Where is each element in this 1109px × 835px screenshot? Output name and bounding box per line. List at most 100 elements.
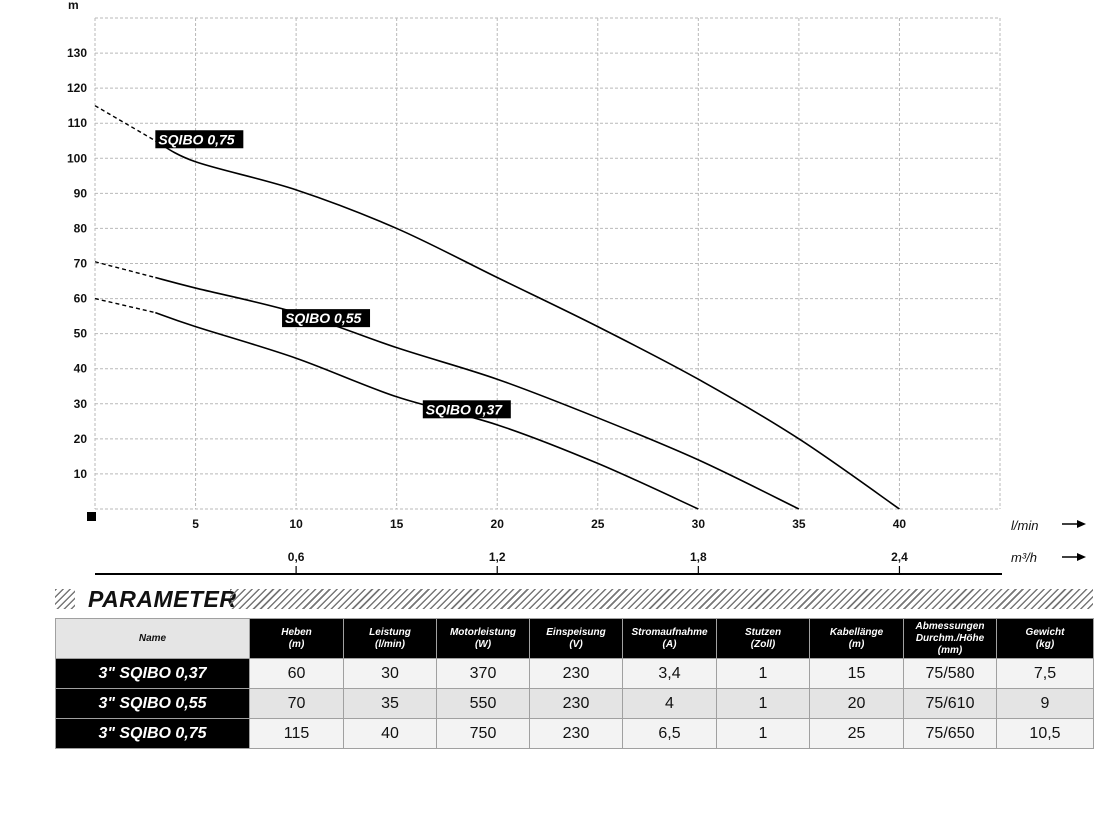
x-tick-label: 40 xyxy=(893,517,907,531)
column-header-text: Kabellänge xyxy=(829,626,884,638)
column-header: Abmessungen Durchm./Höhe (mm) xyxy=(903,618,997,659)
x-secondary-unit-label: m³/h xyxy=(1011,550,1037,565)
table-row: 3" SQIBO 0,75 115 40 750 230 6,5 1 25 75/650 10,5 xyxy=(55,718,1094,749)
table-cell: 1 xyxy=(716,718,810,749)
column-header-text: Heben xyxy=(281,626,312,638)
series-curve-0 xyxy=(154,140,900,510)
table-cell: 9 xyxy=(996,688,1094,719)
column-header-name: Name xyxy=(55,618,250,659)
column-header-text: Gewicht xyxy=(1025,626,1065,638)
x-secondary-tick-label: 0,6 xyxy=(288,550,305,564)
y-tick-label: 130 xyxy=(67,46,87,60)
x-tick-label: 35 xyxy=(792,517,806,531)
column-header-text: (l/min) xyxy=(375,638,405,650)
column-header: Leistung (l/min) xyxy=(343,618,437,659)
y-tick-label: 120 xyxy=(67,81,87,95)
table-cell: 30 xyxy=(343,658,437,689)
chart-axes: m 10 20 30 40 50 60 70 80 90 100 110 120 130 5 10 15 20 25… xyxy=(67,0,1086,575)
column-header-text: (mm) xyxy=(937,644,963,656)
table-cell: 75/610 xyxy=(903,688,997,719)
y-tick-label: 30 xyxy=(74,397,88,411)
x-unit-arrow-head xyxy=(1077,520,1086,528)
hatch-decoration-left xyxy=(55,589,75,609)
y-tick-label: 100 xyxy=(67,151,87,165)
pump-model-name: 3" SQIBO 0,75 xyxy=(55,718,250,749)
x-secondary-unit-arrow-head xyxy=(1077,553,1086,561)
y-tick-label: 80 xyxy=(74,221,88,235)
table-cell: 40 xyxy=(343,718,437,749)
y-tick-label: 10 xyxy=(74,467,88,481)
column-header-text: (kg) xyxy=(1035,638,1055,650)
x-tick-label: 30 xyxy=(692,517,706,531)
table-header-row: Name Heben (m) Leistung (l/min) Motorleistung… xyxy=(55,618,1094,659)
table-cell: 4 xyxy=(622,688,717,719)
column-header-text: (A) xyxy=(662,638,677,650)
y-tick-label: 40 xyxy=(74,362,88,376)
series-label-2: SQIBO 0,37 xyxy=(426,401,503,417)
column-header-text: (W) xyxy=(474,638,492,650)
series-label-box-0 xyxy=(155,130,244,149)
y-tick-label: 110 xyxy=(68,116,88,130)
y-axis-label: m xyxy=(68,0,79,12)
hatch-decoration-right xyxy=(230,589,1093,609)
series-curve-2 xyxy=(155,311,699,510)
table-cell: 35 xyxy=(343,688,437,719)
x-unit-label: l/min xyxy=(1011,518,1038,533)
origin-marker xyxy=(87,512,96,521)
y-tick-label: 50 xyxy=(74,327,88,341)
column-header: Stromaufnahme (A) xyxy=(622,618,717,659)
column-header-text: Einspeisung xyxy=(546,626,606,638)
table-cell: 115 xyxy=(249,718,344,749)
y-tick-label: 60 xyxy=(74,292,88,306)
parameter-section-header: PARAMETER xyxy=(55,585,1093,613)
parameter-title: PARAMETER xyxy=(88,586,237,612)
column-header-text: Stutzen xyxy=(744,626,782,638)
table-cell: 6,5 xyxy=(622,718,717,749)
table-cell: 550 xyxy=(436,688,530,719)
table-cell: 10,5 xyxy=(996,718,1094,749)
column-header-text: Name xyxy=(138,632,167,644)
x-tick-label: 5 xyxy=(192,517,199,531)
series-label-0: SQIBO 0,75 xyxy=(158,131,234,147)
parameter-table: Name Heben (m) Leistung (l/min) Motorleistung… xyxy=(55,618,1094,749)
column-header-text: Stromaufnahme xyxy=(631,626,708,638)
column-header-text: (V) xyxy=(569,638,583,650)
table-cell: 370 xyxy=(436,658,530,689)
column-header: Motorleistung (W) xyxy=(436,618,530,659)
table-cell: 750 xyxy=(436,718,530,749)
column-header: Stutzen (Zoll) xyxy=(716,618,810,659)
table-cell: 230 xyxy=(529,658,623,689)
table-cell: 15 xyxy=(809,658,904,689)
chart-curves xyxy=(94,105,900,510)
table-cell: 1 xyxy=(716,688,810,719)
chart-labels: SQIBO 0,75 SQIBO 0,55 SQIBO 0,37 xyxy=(155,130,511,419)
series-label-box-2 xyxy=(422,400,511,419)
table-cell: 230 xyxy=(529,688,623,719)
table-cell: 230 xyxy=(529,718,623,749)
x-tick-label: 25 xyxy=(591,517,605,531)
column-header-text: Durchm./Höhe xyxy=(915,632,985,644)
table-cell: 75/650 xyxy=(903,718,997,749)
column-header-text: (Zoll) xyxy=(750,638,776,650)
column-header-text: (m) xyxy=(288,638,305,650)
table-cell: 25 xyxy=(809,718,904,749)
table-row: 3" SQIBO 0,55 70 35 550 230 4 1 20 75/610 9 xyxy=(55,688,1094,719)
column-header-text: Leistung xyxy=(369,626,411,638)
x-secondary-tick-label: 1,8 xyxy=(690,550,707,564)
x-secondary-tick-label: 1,2 xyxy=(489,550,506,564)
column-header-text: Motorleistung xyxy=(449,626,517,638)
column-header: Kabellänge (m) xyxy=(809,618,904,659)
x-tick-label: 15 xyxy=(390,517,404,531)
table-cell: 70 xyxy=(249,688,344,719)
column-header-text: (m) xyxy=(848,638,865,650)
table-row: 3" SQIBO 0,37 60 30 370 230 3,4 1 15 75/580 7,5 xyxy=(55,658,1094,689)
y-tick-label: 20 xyxy=(74,432,88,446)
pump-model-name: 3" SQIBO 0,37 xyxy=(55,658,250,689)
series-label-1: SQIBO 0,55 xyxy=(285,310,361,326)
column-header: Gewicht (kg) xyxy=(996,618,1094,659)
y-tick-label: 90 xyxy=(74,186,88,200)
table-cell: 1 xyxy=(716,658,810,689)
table-cell: 20 xyxy=(809,688,904,719)
y-tick-label: 70 xyxy=(74,257,88,271)
table-cell: 60 xyxy=(249,658,344,689)
